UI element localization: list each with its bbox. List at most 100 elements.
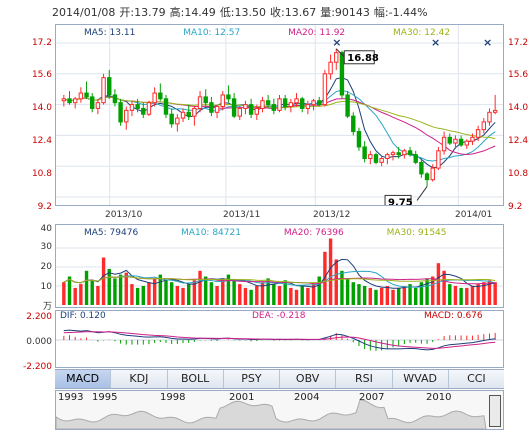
volume-bar xyxy=(431,276,435,305)
macd-legend-dif: DIF: 0.120 xyxy=(60,311,106,321)
volume-bar xyxy=(84,270,89,305)
volume-bar xyxy=(357,284,361,305)
volume-legend: MA5: 79476 MA10: 84721 MA20: 76396 MA30:… xyxy=(84,228,447,238)
volume-panel[interactable]: MA5: 79476 MA10: 84721 MA20: 76396 MA30:… xyxy=(55,224,504,308)
candle-body xyxy=(95,102,101,109)
candle-body xyxy=(345,94,350,117)
volume-bar xyxy=(487,280,492,305)
candle-body xyxy=(260,100,265,109)
volume-bar xyxy=(186,284,191,305)
candle-body xyxy=(78,92,84,100)
macd-y-tick: 0.000 xyxy=(26,337,52,347)
candle-body xyxy=(424,173,430,181)
volume-bar xyxy=(62,282,66,305)
volume-bar xyxy=(107,268,111,305)
tab-obv[interactable]: OBV xyxy=(280,370,337,388)
volume-bar xyxy=(340,270,344,305)
candle-body xyxy=(396,152,401,156)
price-y-tick-right: 14.0 xyxy=(508,103,529,113)
quote-summary: 2014/01/08 开:13.79 高:14.49 低:13.50 收:13.67 量:… xyxy=(52,4,522,20)
candle-body xyxy=(118,102,123,123)
high-marker-box xyxy=(343,50,375,65)
candle-body xyxy=(237,107,242,117)
candle-body xyxy=(101,77,106,104)
price-y-tick-right: 9.2 xyxy=(508,202,523,212)
tab-psy[interactable]: PSY xyxy=(224,370,280,388)
legend-vol-ma10: MA10: 84721 xyxy=(181,228,241,238)
volume-bar xyxy=(169,282,174,305)
volume-bar xyxy=(204,276,208,305)
candle-body xyxy=(254,107,260,115)
candle-body xyxy=(453,138,458,144)
candle-body xyxy=(141,107,146,115)
volume-bar xyxy=(255,286,259,305)
volume-y-tick: 20 xyxy=(40,262,52,272)
macd-chart[interactable] xyxy=(56,311,503,367)
tab-kdj[interactable]: KDJ xyxy=(111,370,168,388)
candlestick-chart[interactable]: 16.88 9.75 × × × xyxy=(56,25,503,205)
timeline-year: 2004 xyxy=(294,392,320,403)
volume-bar xyxy=(198,270,202,305)
candle-body xyxy=(379,158,384,163)
candle-body xyxy=(402,150,407,156)
volume-bar xyxy=(158,274,163,305)
volume-bar xyxy=(118,274,123,305)
volume-ma30-line xyxy=(63,276,496,284)
candle-body xyxy=(487,111,492,123)
legend-vol-ma5: MA5: 79476 xyxy=(84,228,139,238)
volume-bar xyxy=(402,286,407,305)
tab-cci[interactable]: CCI xyxy=(467,372,486,385)
price-y-tick: 15.6 xyxy=(31,70,52,80)
volume-bar xyxy=(442,270,446,305)
candle-body xyxy=(226,94,231,100)
candle-body xyxy=(67,98,72,104)
event-marker-icon: × xyxy=(332,36,341,49)
candle-body xyxy=(112,94,118,104)
candle-body xyxy=(475,129,481,138)
volume-bar xyxy=(459,287,463,305)
tab-boll[interactable]: BOLL xyxy=(168,370,224,388)
volume-bar xyxy=(243,287,248,305)
candle-body xyxy=(305,104,311,109)
candle-body xyxy=(107,77,112,96)
candle-body xyxy=(214,106,220,113)
timeline-year: 2007 xyxy=(359,392,385,403)
tab-macd[interactable]: MACD xyxy=(55,370,112,388)
tab-wvad[interactable]: WVAD xyxy=(393,370,449,388)
volume-bar xyxy=(101,257,106,305)
macd-panel[interactable]: DIF: 0.120 DEA: -0.218 MACD: 0.676 xyxy=(55,310,504,368)
candle-body xyxy=(481,121,487,131)
volume-chart[interactable] xyxy=(56,225,503,307)
volume-bar xyxy=(192,280,197,305)
candle-body xyxy=(152,92,157,104)
candle-body xyxy=(458,138,464,146)
price-y-tick-right: 10.8 xyxy=(508,169,529,179)
candle-body xyxy=(362,146,367,159)
timeline-navigator[interactable]: 1993 1995 1998 2001 2004 2007 2010 xyxy=(55,390,504,430)
candle-body xyxy=(243,104,248,109)
ma5-line xyxy=(63,77,496,169)
volume-bar xyxy=(391,289,395,305)
candle-body xyxy=(470,136,475,142)
legend-ma10: MA10: 12.57 xyxy=(183,28,241,38)
event-marker-icon: × xyxy=(431,36,440,49)
volume-bar xyxy=(385,286,390,305)
price-y-tick-right: 15.6 xyxy=(508,70,529,80)
price-legend: MA5: 13.11 MA10: 12.57 MA20: 11.92 MA30:… xyxy=(84,28,450,38)
candle-body xyxy=(277,98,282,111)
tab-rsi[interactable]: RSI xyxy=(336,370,393,388)
candle-body xyxy=(294,98,299,104)
timeline-scroll-handle[interactable] xyxy=(489,395,501,427)
candle-body xyxy=(129,104,135,111)
volume-bar xyxy=(232,280,236,305)
candle-body xyxy=(169,113,174,125)
macd-legend-value: MACD: 0.676 xyxy=(424,311,483,321)
legend-ma5: MA5: 13.11 xyxy=(84,28,136,38)
candle-body xyxy=(351,115,356,133)
price-y-tick-right: 17.2 xyxy=(508,38,529,48)
volume-bar xyxy=(300,286,304,305)
quote-volume: 量:90143 xyxy=(320,6,370,19)
price-panel[interactable]: 16.88 9.75 × × × MA5: 13.11 MA10: 12.57 MA20… xyxy=(55,24,504,206)
candle-body xyxy=(390,152,396,156)
volume-bar xyxy=(317,276,321,305)
